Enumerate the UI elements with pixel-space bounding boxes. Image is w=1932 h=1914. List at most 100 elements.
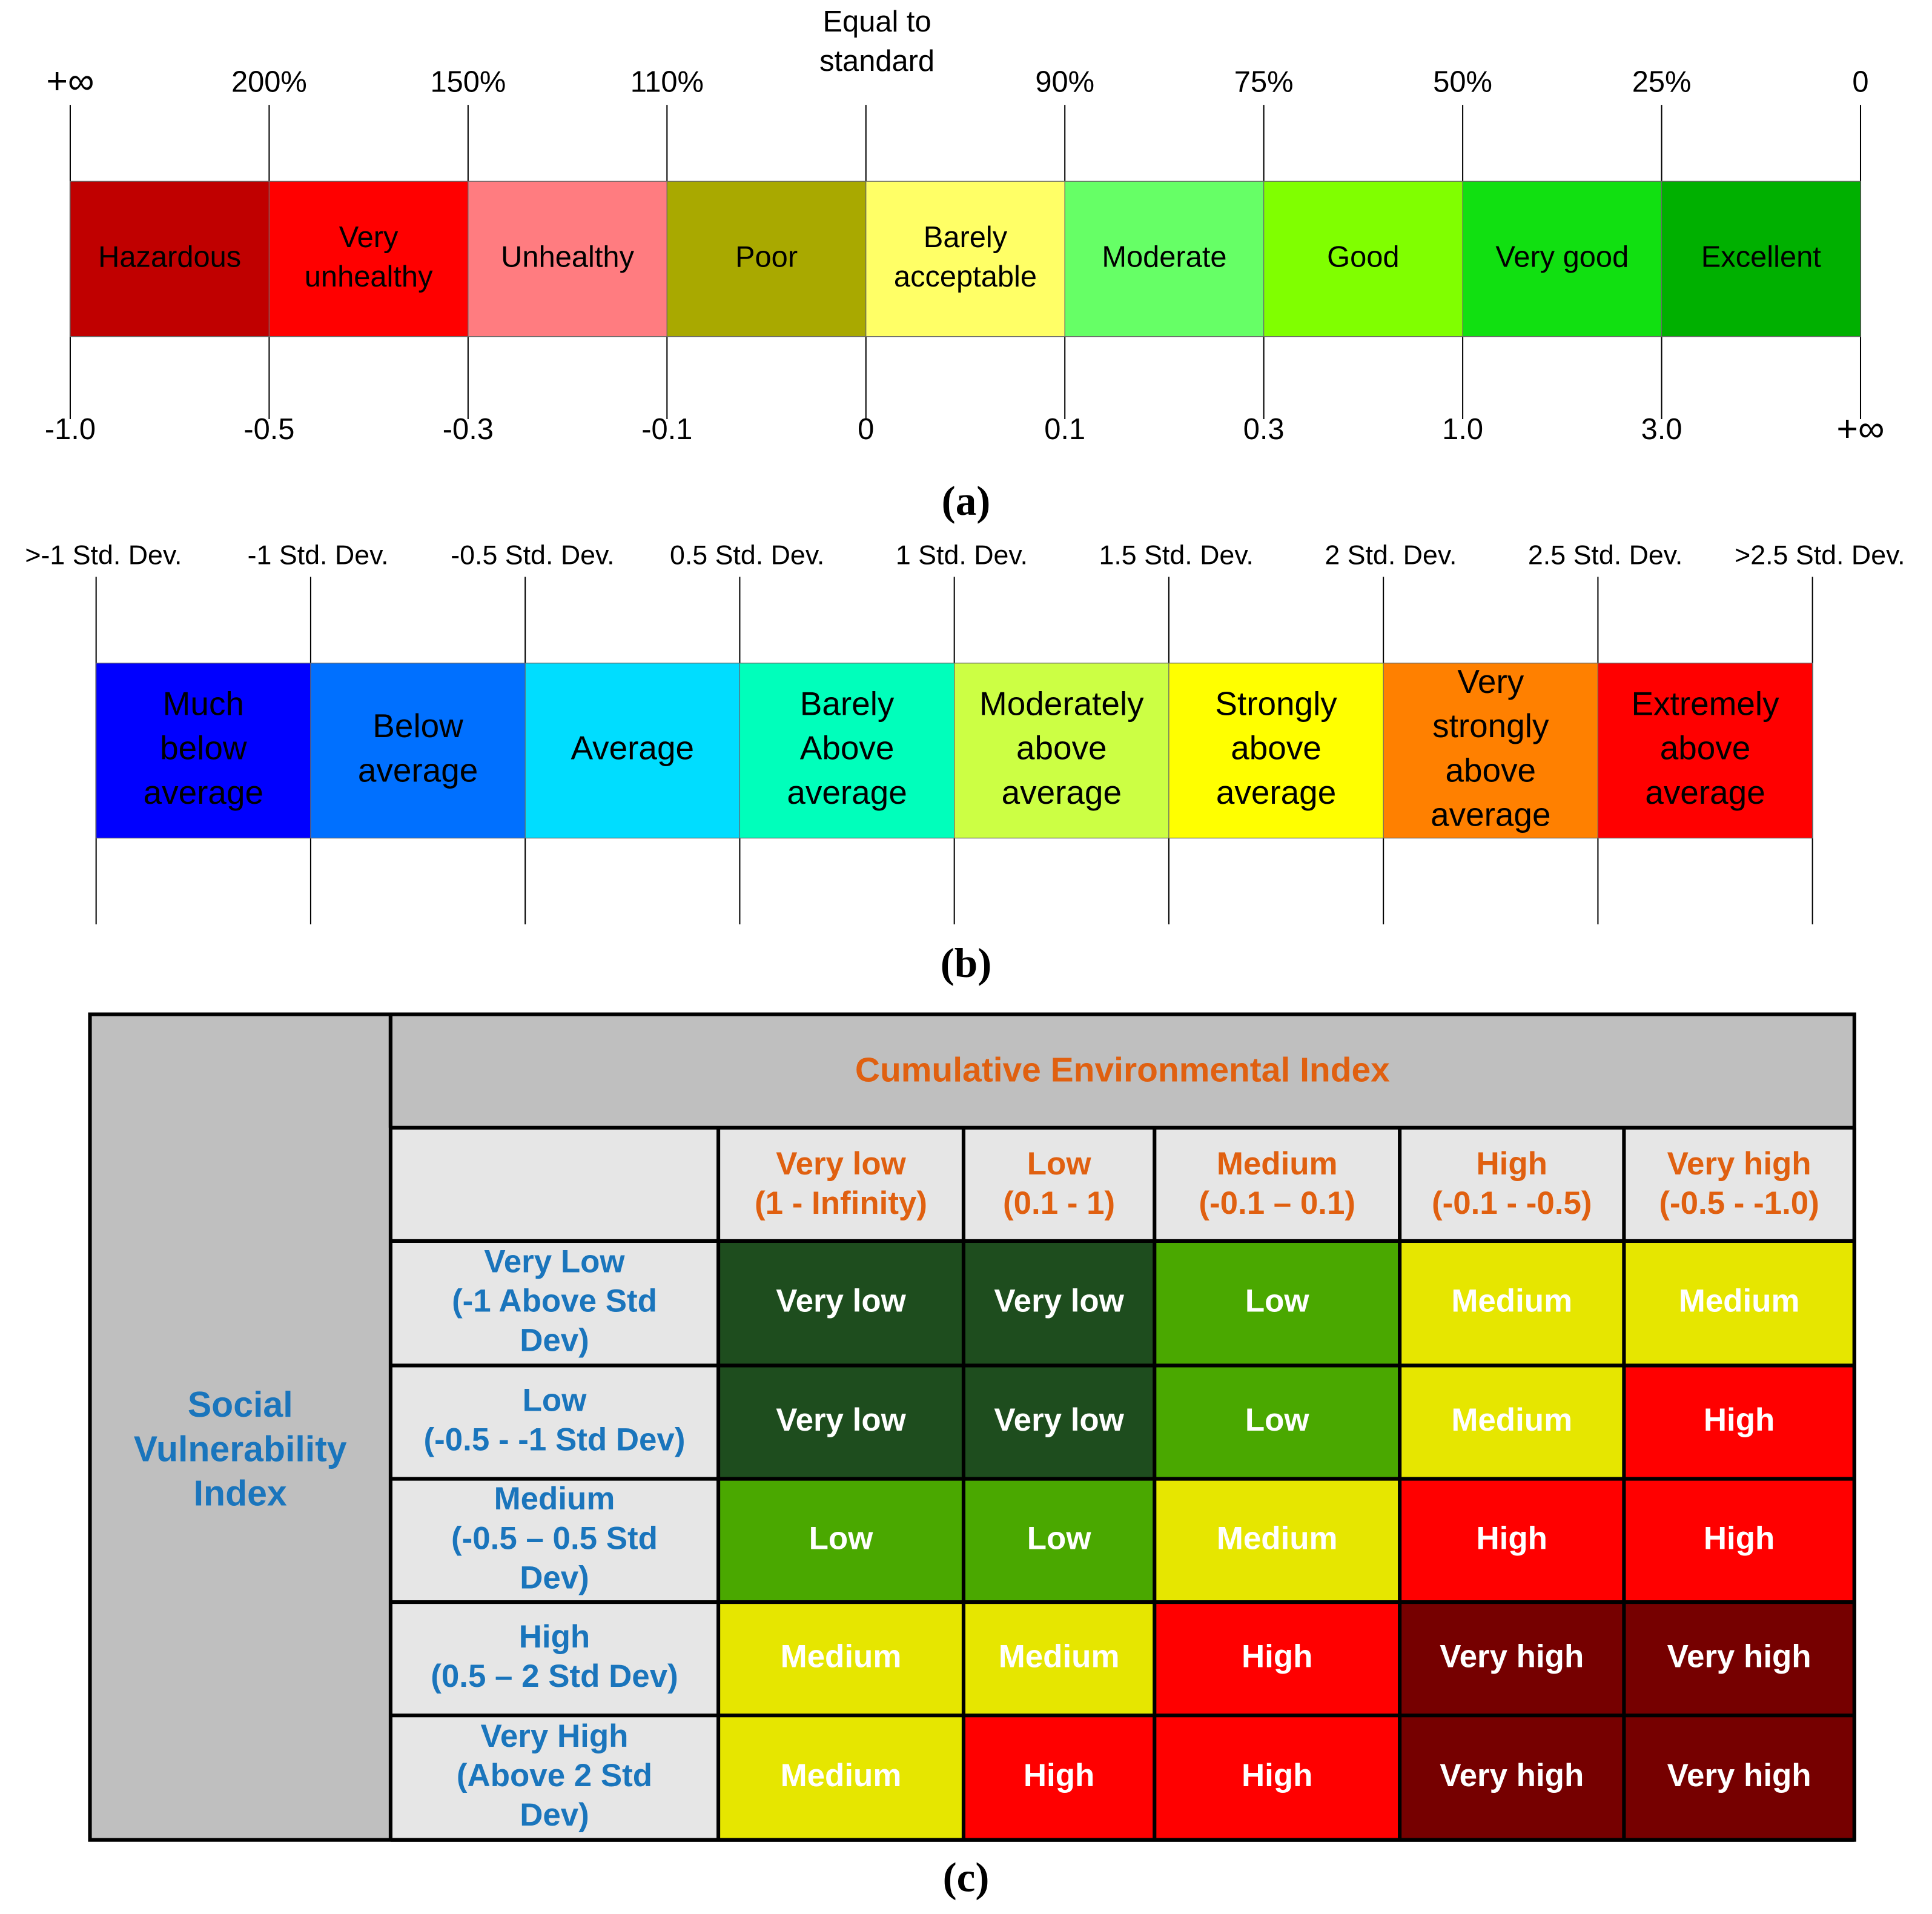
matrix-cell [1624,1240,1854,1366]
scale-segment [954,663,1169,839]
segment-label: Unhealthy [501,240,634,273]
column-header-cell [1624,1127,1854,1241]
column-header: Low [1027,1146,1092,1182]
segment-label: strongly [1432,707,1549,744]
row-group-label: Vulnerability [134,1429,347,1469]
matrix-cell [1154,1715,1400,1840]
cell-label: Medium [781,1758,902,1793]
segment-label: Hazardous [98,240,241,273]
matrix-cell [718,1715,964,1840]
caption: (a) [942,477,991,524]
column-group-label: Cumulative Environmental Index [855,1050,1390,1089]
scale-segment [1462,180,1662,337]
cell-label: Medium [1451,1283,1572,1319]
row-header: (-0.5 - -1 Std Dev) [424,1422,686,1458]
bottom-label: 0.1 [1044,413,1085,446]
matrix-cell [963,1602,1155,1716]
cell-label: Medium [1217,1520,1338,1556]
cell-label: Low [809,1520,874,1556]
cell-label: Low [1027,1520,1092,1556]
column-header: (-0.1 - -0.5) [1432,1185,1592,1221]
row-header: Medium [494,1481,615,1517]
cell-label: Low [1245,1402,1310,1438]
bottom-label: -0.5 [243,413,294,446]
bottom-label: 0.3 [1243,413,1285,446]
column-header: High [1477,1146,1547,1182]
matrix-cell [1154,1365,1400,1479]
scale-segment [1661,180,1861,337]
segment-label: Very good [1495,240,1629,273]
column-header-cell [718,1127,964,1241]
segment-label: above [1016,729,1107,767]
top-label: 1.5 Std. Dev. [1099,540,1253,571]
row-header: (Above 2 Std [457,1758,652,1793]
scale-segment [666,180,867,337]
segment-label: average [1431,796,1550,833]
top-label: -0.5 Std. Dev. [451,540,614,571]
cell-label: Very high [1440,1758,1584,1793]
segment-label: Very [1457,663,1524,700]
cell-label: High [1024,1758,1094,1793]
segment-label: below [160,729,247,767]
caption: (b) [941,939,992,986]
bottom-label: -1.0 [45,413,96,446]
top-label: 2 Std. Dev. [1325,540,1457,571]
cell-label: Medium [781,1639,902,1675]
matrix-cell [1154,1479,1400,1603]
segment-label: Excellent [1701,240,1822,273]
matrix-cell [1400,1602,1624,1716]
matrix-cell [718,1240,964,1366]
cell-label: High [1242,1639,1312,1675]
scale-segment [865,180,1065,337]
scale-segment [1064,180,1265,337]
matrix-cell [1400,1365,1624,1479]
top-label: 2.5 Std. Dev. [1528,540,1682,571]
cell-label: Medium [1451,1402,1572,1438]
segment-label: Much [163,684,244,722]
cell-label: High [1477,1520,1547,1556]
top-label: 200% [231,65,307,98]
column-header: (-0.5 - -1.0) [1659,1185,1819,1221]
corner-cell [90,1014,391,1840]
cell-label: Medium [1679,1283,1800,1319]
row-header-cell [390,1715,719,1840]
segment-label: Very [339,221,399,254]
bottom-label: 1.0 [1442,413,1483,446]
scale-segment [1597,663,1813,839]
bottom-label: -0.1 [641,413,692,446]
segment-label: Barely [800,684,895,722]
column-header-cell [963,1127,1155,1241]
matrix-cell [1400,1240,1624,1366]
top-label: +∞ [46,61,94,102]
row-header: Low [523,1382,587,1418]
segment-label: Moderate [1102,240,1226,273]
segment-label: average [787,773,907,811]
cell-label: High [1704,1402,1775,1438]
row-header-cell [390,1479,719,1603]
scale-segment [739,663,955,839]
matrix-cell [1400,1479,1624,1603]
scale-segment [268,180,469,337]
bottom-label: 0 [858,413,874,446]
column-header: Very high [1667,1146,1811,1182]
row-header: Very Low [484,1244,625,1280]
segment-label: above [1660,729,1751,767]
column-header: Very low [776,1146,906,1182]
segment-label: unhealthy [305,260,433,293]
matrix-cell [1624,1479,1854,1603]
row-header-cell [390,1602,719,1716]
segment-label: average [144,773,263,811]
column-header: (0.1 - 1) [1003,1185,1115,1221]
row-header-cell [390,1240,719,1366]
segment-label: Barely [924,221,1008,254]
top-label: 25% [1632,65,1692,98]
segment-label: average [1002,773,1122,811]
scale-segment [524,663,741,839]
column-header-cell [1400,1127,1624,1241]
segment-label: above [1445,751,1536,789]
cell-label: Low [1245,1283,1310,1319]
segment-label: Poor [735,240,798,273]
row-header: Dev) [520,1797,589,1833]
